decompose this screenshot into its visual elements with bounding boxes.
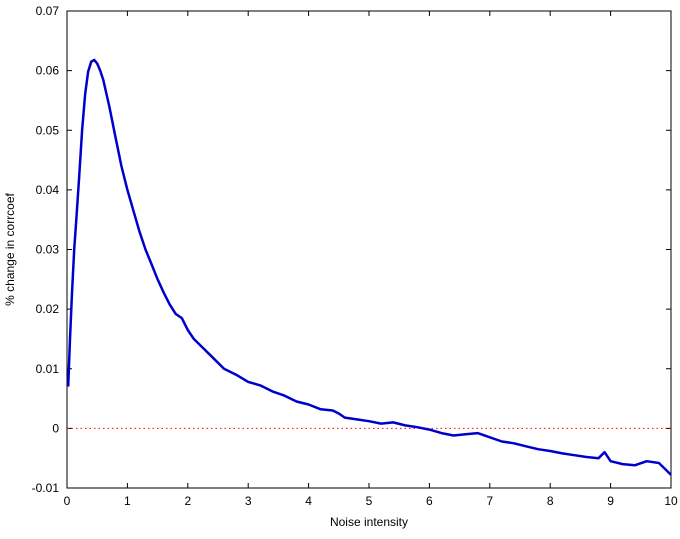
- x-axis-ticks: 0 1 2 3 4 5 6 7 8 9 10: [64, 11, 678, 508]
- x-axis-title: Noise intensity: [330, 515, 408, 529]
- x-tick-label: 8: [547, 494, 554, 508]
- y-tick-label: 0.01: [36, 362, 60, 376]
- y-tick-label: 0.04: [36, 183, 60, 197]
- x-tick-label: 2: [184, 494, 191, 508]
- x-tick-label: 3: [245, 494, 252, 508]
- y-tick-label: 0.06: [36, 64, 60, 78]
- x-tick-label: 6: [426, 494, 433, 508]
- y-tick-label: 0.05: [36, 123, 60, 137]
- y-axis-title: % change in corrcoef: [3, 192, 17, 305]
- plot-area: [66, 10, 672, 489]
- x-tick-label: 4: [305, 494, 312, 508]
- x-tick-label: 5: [366, 494, 373, 508]
- x-tick-label: 0: [64, 494, 71, 508]
- y-axis-ticks: -0.01 0 0.01 0.02 0.03 0.04 0.05 0.06 0.07: [32, 4, 671, 495]
- x-tick-label: 9: [607, 494, 614, 508]
- x-tick-label: 10: [664, 494, 678, 508]
- y-tick-label: 0.03: [36, 243, 60, 257]
- y-tick-label: 0.02: [36, 302, 60, 316]
- series-line: [66, 58, 672, 476]
- y-tick-label: 0: [52, 421, 59, 435]
- y-tick-label: 0.07: [36, 4, 60, 18]
- x-tick-label: 7: [486, 494, 493, 508]
- y-tick-label: -0.01: [32, 481, 60, 495]
- x-tick-label: 1: [124, 494, 131, 508]
